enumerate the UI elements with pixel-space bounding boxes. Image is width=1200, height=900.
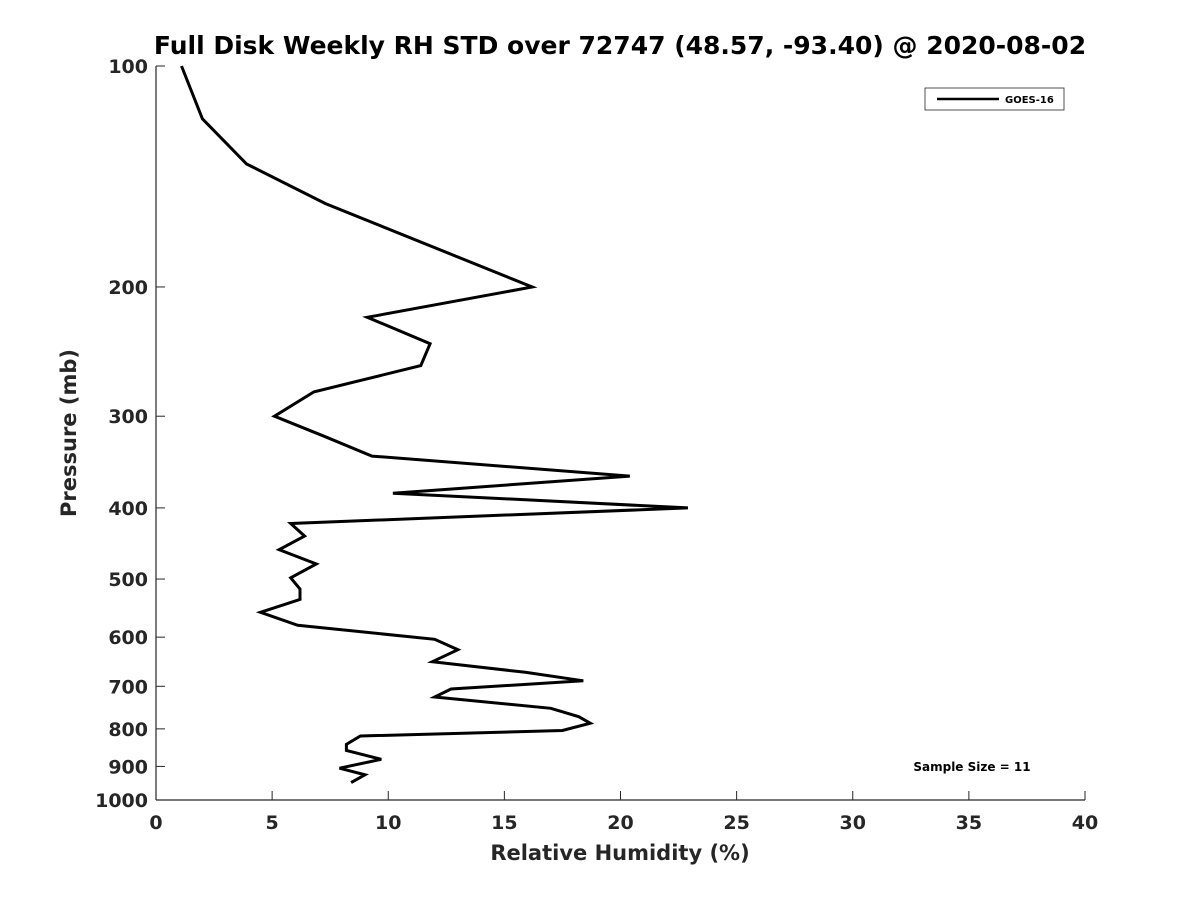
y-axis-label: Pressure (mb) (57, 349, 81, 517)
y-tick-label: 300 (108, 406, 148, 428)
y-tick-label: 800 (108, 719, 148, 741)
x-tick-label: 5 (266, 812, 279, 834)
x-tick-label: 40 (1072, 812, 1098, 834)
y-tick-label: 200 (108, 277, 148, 299)
y-tick-label: 400 (108, 498, 148, 520)
y-tick-label: 900 (108, 756, 148, 778)
y-tick-label: 700 (108, 676, 148, 698)
sample-size-annotation: Sample Size = 11 (913, 760, 1030, 774)
y-tick-label: 1000 (95, 790, 148, 812)
series-line-goes-16 (180, 65, 688, 784)
series-layer (180, 65, 688, 784)
y-tick-label: 100 (108, 56, 148, 78)
x-tick-label: 35 (956, 812, 982, 834)
legend-label-goes-16: GOES-16 (1005, 95, 1054, 106)
x-tick-label: 20 (607, 812, 633, 834)
legend: GOES-16 (924, 87, 1065, 111)
x-ticks: 0 5 10 15 20 25 30 35 40 (149, 791, 1098, 834)
x-tick-label: 0 (149, 812, 162, 834)
x-tick-label: 10 (375, 812, 401, 834)
y-tick-label: 600 (108, 627, 148, 649)
x-axis-label: Relative Humidity (%) (490, 841, 749, 865)
x-tick-label: 15 (491, 812, 517, 834)
y-ticks: 100 200 300 400 500 600 700 800 900 1000 (95, 56, 165, 812)
chart-title: Full Disk Weekly RH STD over 72747 (48.5… (154, 31, 1086, 60)
x-tick-label: 25 (723, 812, 749, 834)
plot-area (155, 66, 1085, 801)
y-tick-label: 500 (108, 569, 148, 591)
x-tick-label: 30 (840, 812, 866, 834)
